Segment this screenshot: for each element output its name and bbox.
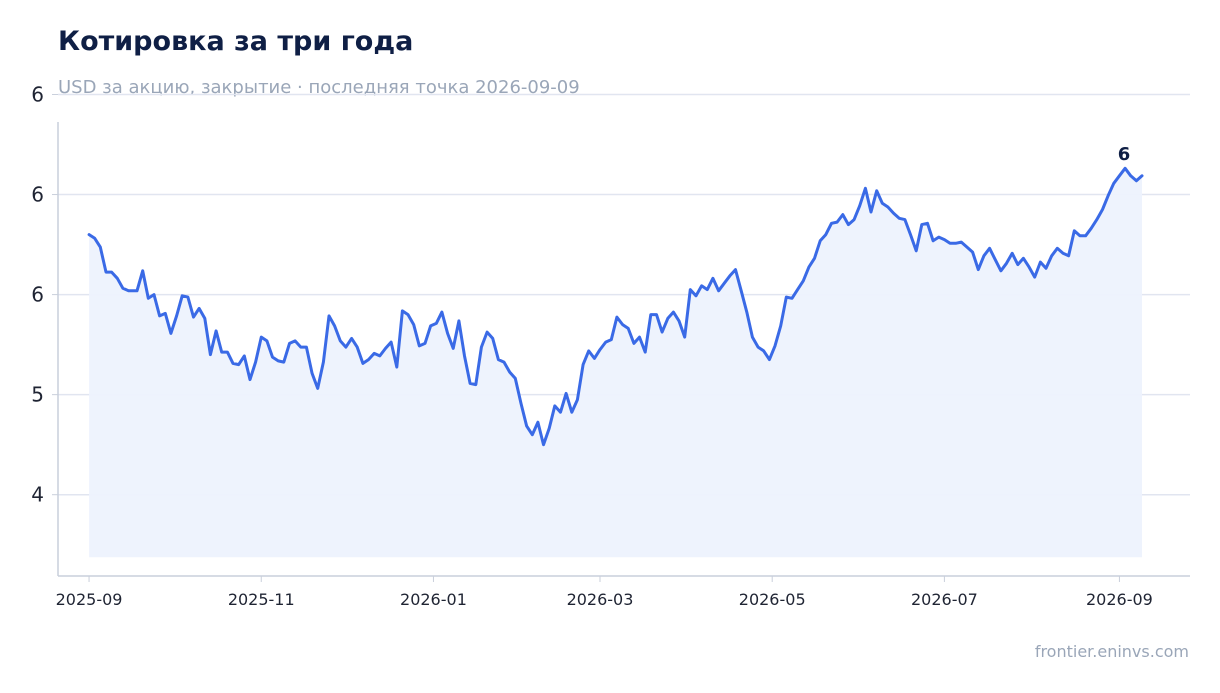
y-tick-label: 5 xyxy=(31,383,44,407)
x-tick-label: 2025-09 xyxy=(56,590,123,609)
x-tick-label: 2025-11 xyxy=(228,590,295,609)
x-tick-label: 2026-05 xyxy=(739,590,806,609)
y-tick-label: 6 xyxy=(31,183,44,207)
y-tick-label: 4 xyxy=(31,483,44,507)
x-axis-ticks: 2025-09 2025-11 2026-01 2026-03 2026-05 2026-… xyxy=(56,576,1153,609)
y-tick-label: 6 xyxy=(31,283,44,307)
price-series-line xyxy=(87,166,1144,447)
chart-subtitle: USD за акцию, закрытие · последняя точка… xyxy=(58,77,580,98)
x-tick-label: 2026-09 xyxy=(1086,590,1153,609)
x-tick-label: 2026-03 xyxy=(567,590,634,609)
last-value-label: 6 xyxy=(1118,144,1131,165)
x-tick-label: 2026-01 xyxy=(400,590,467,609)
x-tick-label: 2026-07 xyxy=(911,590,978,609)
source-link[interactable]: frontier.eninvs.com xyxy=(1034,642,1189,661)
y-axis-ticks: 4 5 6 6 6 xyxy=(31,82,58,507)
chart-title: Котировка за три года xyxy=(58,26,414,57)
area-fill xyxy=(89,168,1143,558)
y-tick-label: 6 xyxy=(31,82,44,106)
